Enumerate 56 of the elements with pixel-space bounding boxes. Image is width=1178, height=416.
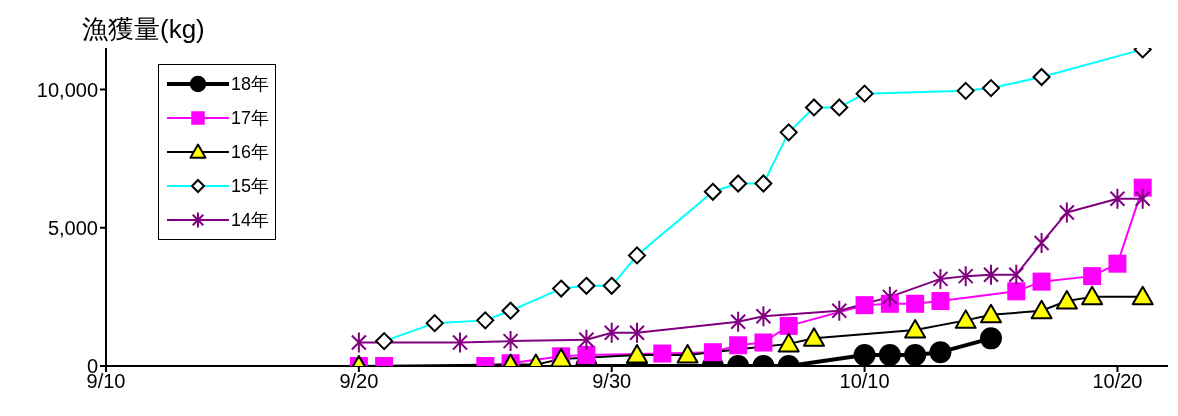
- x-tick-label: 10/10: [839, 370, 890, 393]
- point: [578, 328, 595, 351]
- point: [1131, 285, 1154, 306]
- point: [980, 327, 1002, 350]
- point: [1083, 267, 1102, 286]
- point: [754, 333, 773, 352]
- point: [831, 299, 848, 322]
- point: [1008, 263, 1025, 286]
- point: [1055, 290, 1078, 310]
- point: [881, 285, 898, 308]
- point: [906, 294, 925, 313]
- point: [626, 343, 648, 364]
- y-axis-title: 漁獲量(kg): [82, 13, 205, 46]
- point: [1108, 254, 1127, 273]
- point: [603, 321, 620, 344]
- point: [1030, 299, 1053, 320]
- point: [904, 319, 927, 339]
- point: [729, 336, 748, 355]
- point: [777, 332, 800, 353]
- point: [980, 303, 1002, 324]
- legend-label: 15年: [231, 175, 270, 198]
- y-tick-label: 10,000: [36, 78, 98, 101]
- point: [502, 330, 519, 353]
- point: [855, 296, 874, 315]
- legend-label: 16年: [231, 141, 270, 164]
- point: [1109, 187, 1126, 210]
- point: [1033, 231, 1050, 254]
- x-tick-label: 10/20: [1092, 370, 1143, 393]
- point: [1058, 201, 1075, 224]
- point: [878, 343, 901, 366]
- point: [730, 310, 747, 333]
- legend-label: 14年: [231, 209, 270, 232]
- point: [350, 331, 367, 354]
- point: [653, 344, 672, 363]
- point: [676, 343, 699, 364]
- point: [577, 345, 596, 364]
- x-tick-label: 9/20: [339, 370, 379, 393]
- point: [853, 343, 876, 366]
- legend-label: 17年: [231, 107, 270, 130]
- point: [904, 343, 927, 366]
- point: [1081, 285, 1104, 306]
- point: [957, 265, 974, 288]
- legend-label: 18年: [231, 73, 270, 96]
- point: [779, 316, 798, 335]
- point: [929, 341, 952, 364]
- point: [803, 327, 825, 347]
- point: [954, 309, 977, 329]
- point: [703, 343, 722, 362]
- point: [1134, 187, 1151, 210]
- point: [1032, 272, 1051, 291]
- point: [1007, 282, 1026, 301]
- point: [932, 267, 949, 290]
- y-tick-label: 5,000: [47, 216, 98, 239]
- point: [755, 305, 772, 328]
- point: [931, 292, 950, 311]
- x-tick-label: 9/30: [592, 370, 632, 393]
